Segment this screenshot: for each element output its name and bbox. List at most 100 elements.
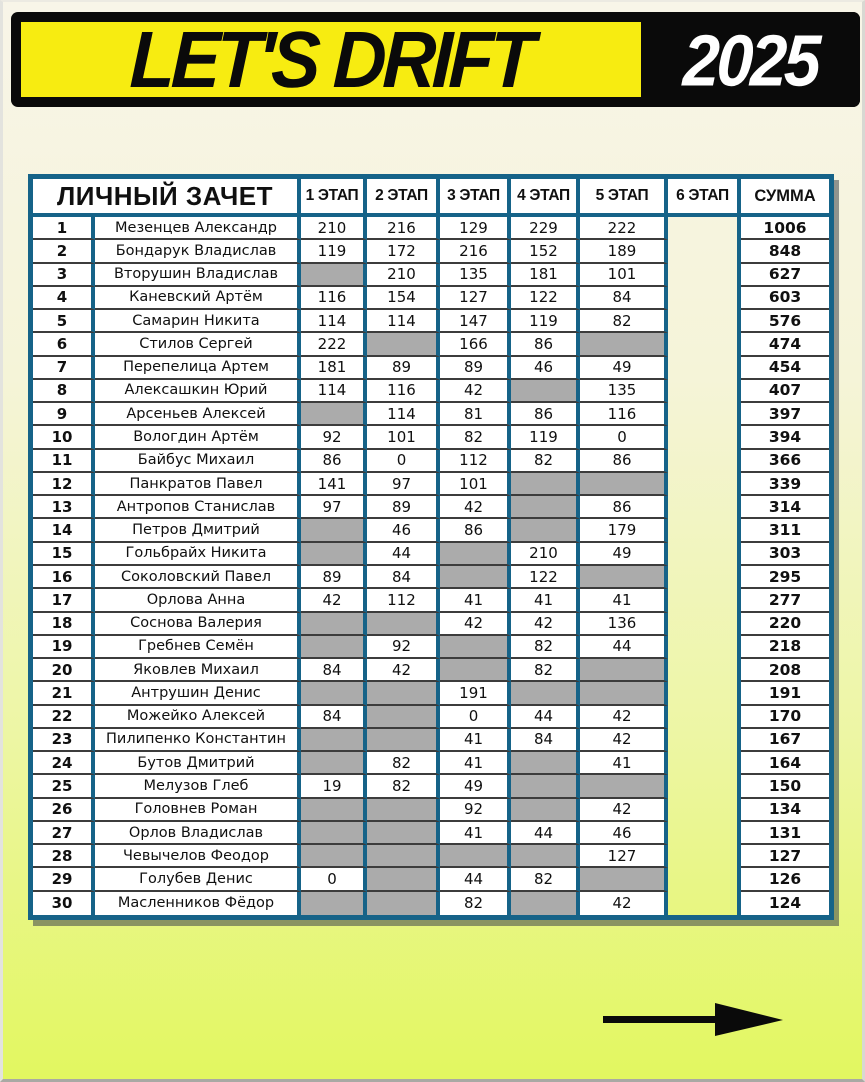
stage-cell: 152 <box>511 240 580 264</box>
stage-cell: 42 <box>580 891 668 915</box>
rank-cell: 3 <box>33 263 95 287</box>
right-arrow-icon <box>603 1003 783 1036</box>
rank-cell: 16 <box>33 565 95 590</box>
stage-cell: 84 <box>511 728 580 753</box>
stage6-empty-cell <box>668 682 741 706</box>
stage-cell: 82 <box>440 891 511 915</box>
sum-cell: 1006 <box>741 217 829 241</box>
stage6-empty-cell <box>668 728 741 753</box>
rank-cell: 17 <box>33 589 95 613</box>
stage-cell: 119 <box>511 310 580 334</box>
stage-cell: 19 <box>301 775 367 799</box>
sum-cell: 303 <box>741 542 829 566</box>
stage-cell: 127 <box>440 286 511 311</box>
stage-cell-missing <box>580 775 668 799</box>
rank-cell: 26 <box>33 798 95 822</box>
stage-cell: 222 <box>580 217 668 241</box>
name-cell: Перепелица Артем <box>95 356 301 380</box>
stage6-empty-cell <box>668 333 741 357</box>
stage-cell-missing <box>580 868 668 892</box>
stage-cell: 44 <box>440 868 511 892</box>
stage-cell-missing <box>301 519 367 543</box>
stage-cell: 86 <box>580 449 668 473</box>
stage6-empty-cell <box>668 891 741 915</box>
stage-cell: 49 <box>580 356 668 380</box>
stage-cell: 44 <box>367 542 440 566</box>
stage-cell: 42 <box>511 612 580 636</box>
stage6-empty-cell <box>668 565 741 590</box>
stage6-empty-cell <box>668 426 741 450</box>
stage-cell: 116 <box>367 379 440 404</box>
stage-cell: 82 <box>440 426 511 450</box>
stage6-empty-cell <box>668 845 741 869</box>
stage-cell: 101 <box>580 263 668 287</box>
stage-cell: 147 <box>440 310 511 334</box>
stage-cell: 44 <box>511 705 580 729</box>
stage-cell-missing <box>440 542 511 566</box>
stage6-empty-cell <box>668 356 741 380</box>
stage-cell-missing <box>440 659 511 683</box>
rank-cell: 4 <box>33 286 95 311</box>
stage-cell: 181 <box>511 263 580 287</box>
stage-cell: 84 <box>301 705 367 729</box>
stage-cell-missing <box>511 379 580 404</box>
sum-cell: 170 <box>741 705 829 729</box>
rank-cell: 28 <box>33 845 95 869</box>
stage6-empty-cell <box>668 286 741 311</box>
sum-cell: 311 <box>741 519 829 543</box>
stage-cell: 44 <box>511 821 580 846</box>
stage-cell: 97 <box>301 496 367 520</box>
rank-cell: 24 <box>33 752 95 776</box>
stage-cell: 112 <box>367 589 440 613</box>
rank-cell: 23 <box>33 728 95 753</box>
stage-cell-missing <box>511 472 580 497</box>
stage-cell-missing <box>301 821 367 846</box>
stage-cell: 0 <box>301 868 367 892</box>
sum-cell: 277 <box>741 589 829 613</box>
stage-cell-missing <box>301 798 367 822</box>
stage-cell: 84 <box>301 659 367 683</box>
stage6-empty-cell <box>668 659 741 683</box>
name-cell: Вторушин Владислав <box>95 263 301 287</box>
stage-cell-missing <box>301 635 367 660</box>
name-cell: Масленников Фёдор <box>95 891 301 915</box>
stage-cell: 82 <box>580 310 668 334</box>
stage-cell-missing <box>367 705 440 729</box>
stage-cell: 112 <box>440 449 511 473</box>
stage-cell: 41 <box>440 752 511 776</box>
sum-cell: 394 <box>741 426 829 450</box>
standings-table: ЛИЧНЫЙ ЗАЧЕТ 1 ЭТАП 2 ЭТАП 3 ЭТАП 4 ЭТАП 5 Э… <box>28 174 834 920</box>
stage-cell: 46 <box>580 821 668 846</box>
stage-cell: 222 <box>301 333 367 357</box>
rank-cell: 7 <box>33 356 95 380</box>
stage-cell-missing <box>301 542 367 566</box>
stage-cell-missing <box>301 845 367 869</box>
stage6-empty-cell <box>668 240 741 264</box>
stage6-empty-cell <box>668 705 741 729</box>
stage-cell: 0 <box>580 426 668 450</box>
sum-cell: 131 <box>741 821 829 846</box>
stage6-empty-cell <box>668 775 741 799</box>
stage-cell: 86 <box>440 519 511 543</box>
stage-cell: 89 <box>367 496 440 520</box>
rank-cell: 20 <box>33 659 95 683</box>
stage-cell: 84 <box>367 565 440 590</box>
stage-cell: 216 <box>367 217 440 241</box>
stage-cell-missing <box>367 333 440 357</box>
stage-cell: 49 <box>440 775 511 799</box>
stage-cell: 46 <box>367 519 440 543</box>
name-cell: Головнев Роман <box>95 798 301 822</box>
sum-cell: 150 <box>741 775 829 799</box>
stage-header-6: 6 ЭТАП <box>668 179 741 217</box>
stage-cell-missing <box>580 682 668 706</box>
stage-cell-missing <box>511 891 580 915</box>
event-title: LET'S DRIFT <box>129 14 534 104</box>
stage-cell-missing <box>440 845 511 869</box>
stage6-empty-cell <box>668 612 741 636</box>
stage-cell: 114 <box>301 310 367 334</box>
stage-cell-missing <box>301 891 367 915</box>
sum-cell: 474 <box>741 333 829 357</box>
stage6-empty-cell <box>668 449 741 473</box>
stage6-empty-cell <box>668 403 741 427</box>
stage-cell-missing <box>511 845 580 869</box>
